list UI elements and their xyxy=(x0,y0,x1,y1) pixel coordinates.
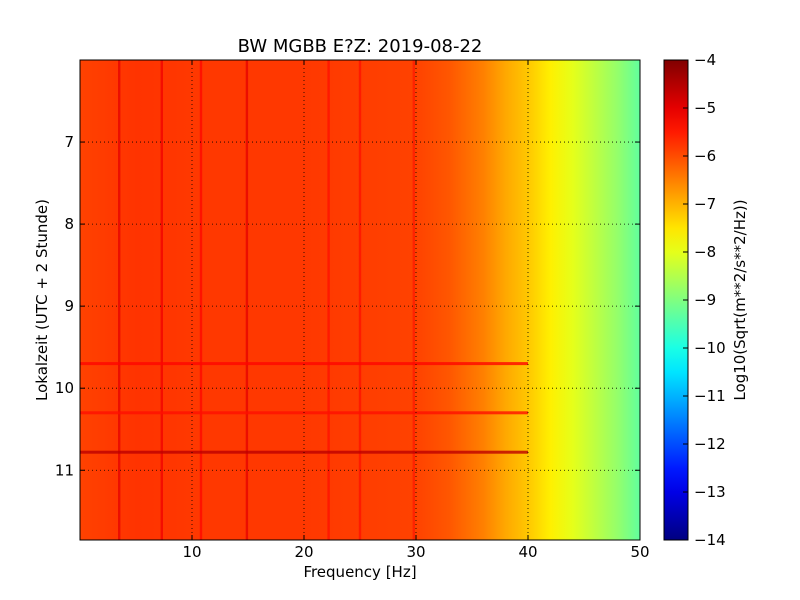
chart-title: BW MGBB E?Z: 2019-08-22 xyxy=(238,36,483,57)
spectral-line xyxy=(199,60,203,540)
y-axis-ticks: 7 8 9 10 11 xyxy=(55,133,640,479)
colorbar-tick-label: −11 xyxy=(694,387,726,405)
spectral-line xyxy=(358,60,362,540)
x-axis-ticks: 10 20 30 40 50 xyxy=(182,60,650,561)
y-tick-label: 11 xyxy=(55,461,74,479)
y-tick-label: 10 xyxy=(55,379,74,397)
colorbar-tick-label: −13 xyxy=(694,483,726,501)
colorbar-tick-label: −9 xyxy=(694,291,716,309)
colorbar-tick-label: −14 xyxy=(694,531,726,549)
time-event-band xyxy=(80,362,528,366)
colorbar-tick-label: −10 xyxy=(694,339,726,357)
x-tick-label: 30 xyxy=(406,543,425,561)
colorbar-tick-label: −4 xyxy=(694,51,716,69)
spectral-line xyxy=(160,60,163,540)
x-tick-label: 10 xyxy=(182,543,201,561)
colorbar-tick-label: −6 xyxy=(694,147,716,165)
colorbar-tick-label: −5 xyxy=(694,99,716,117)
y-axis-label: Lokalzeit (UTC + 2 Stunde) xyxy=(33,199,51,401)
x-tick-label: 20 xyxy=(294,543,313,561)
x-tick-label: 40 xyxy=(518,543,537,561)
spectral-line xyxy=(327,60,330,540)
plot-area xyxy=(80,60,640,540)
colorbar-tick-label: −7 xyxy=(694,195,716,213)
colorbar-label: Log10(Sqrt(m**2/s**2/Hz)) xyxy=(731,199,749,400)
x-tick-label: 50 xyxy=(630,543,649,561)
x-axis-label: Frequency [Hz] xyxy=(303,563,416,581)
y-tick-label: 8 xyxy=(64,215,74,233)
colorbar-ticks: −4 −5 −6 −7 −8 −9 −10 −11 −12 −13 −14 xyxy=(683,51,726,549)
spectral-line xyxy=(245,60,249,540)
plot-frame xyxy=(79,59,641,541)
y-tick-label: 7 xyxy=(64,133,74,151)
spectral-line xyxy=(118,60,121,540)
colorbar-tick-label: −12 xyxy=(694,435,726,453)
y-tick-label: 9 xyxy=(64,297,74,315)
colorbar-tick-label: −8 xyxy=(694,243,716,261)
spectral-line xyxy=(412,60,415,540)
